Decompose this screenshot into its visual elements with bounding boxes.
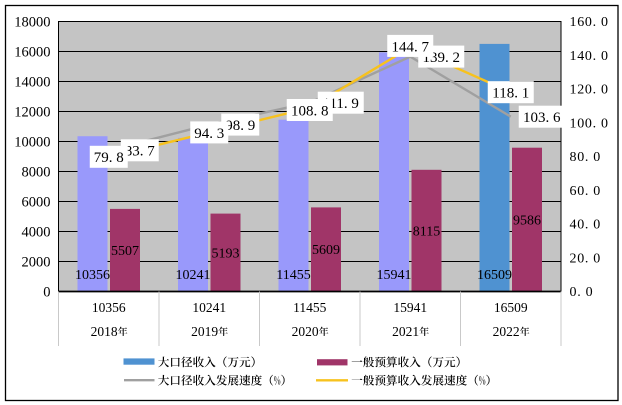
svg-text:15941: 15941	[377, 268, 412, 283]
svg-text:10241: 10241	[192, 300, 226, 315]
svg-text:10356: 10356	[75, 268, 110, 283]
svg-text:5609: 5609	[312, 243, 340, 258]
svg-text:16000: 16000	[14, 44, 50, 60]
svg-text:2020: 2020	[292, 324, 319, 339]
svg-text:2021: 2021	[392, 324, 419, 339]
svg-text:16509: 16509	[494, 300, 528, 315]
svg-text:11455: 11455	[293, 300, 326, 315]
svg-text:5193: 5193	[212, 246, 240, 261]
svg-text:10356: 10356	[92, 300, 126, 315]
svg-text:40. 0: 40. 0	[570, 218, 602, 233]
svg-text:80. 0: 80. 0	[570, 150, 602, 165]
svg-text:140. 0: 140. 0	[570, 49, 609, 64]
svg-text:120. 0: 120. 0	[570, 83, 609, 98]
svg-text:10241: 10241	[176, 268, 211, 283]
svg-text:9586: 9586	[513, 213, 541, 228]
svg-text:11455: 11455	[276, 268, 310, 283]
svg-text:15941: 15941	[393, 300, 427, 315]
svg-text:2000: 2000	[22, 254, 51, 270]
svg-text:0. 0: 0. 0	[570, 285, 594, 300]
svg-text:8115: 8115	[413, 224, 440, 239]
svg-text:100. 0: 100. 0	[570, 117, 609, 132]
svg-text:2022: 2022	[493, 324, 520, 339]
svg-text:16509: 16509	[477, 268, 512, 283]
svg-text:18000: 18000	[14, 14, 50, 30]
svg-text:0: 0	[43, 284, 50, 300]
svg-text:20. 0: 20. 0	[570, 251, 602, 266]
svg-text:98. 9: 98. 9	[225, 118, 255, 134]
svg-text:160. 0: 160. 0	[570, 15, 609, 30]
svg-text:83. 7: 83. 7	[125, 144, 156, 160]
svg-text:2019: 2019	[191, 324, 218, 339]
svg-text:118. 1: 118. 1	[492, 86, 529, 102]
svg-text:4000: 4000	[22, 224, 51, 240]
svg-text:5507: 5507	[111, 244, 139, 259]
svg-text:79. 8: 79. 8	[94, 150, 124, 166]
svg-text:94. 3: 94. 3	[194, 126, 224, 142]
svg-text:10000: 10000	[14, 134, 50, 150]
svg-text:60. 0: 60. 0	[570, 184, 602, 199]
svg-text:144. 7: 144. 7	[392, 39, 430, 55]
svg-text:14000: 14000	[14, 74, 50, 90]
svg-text:103. 6: 103. 6	[523, 110, 561, 126]
svg-text:6000: 6000	[22, 194, 51, 210]
svg-text:12000: 12000	[14, 104, 50, 120]
svg-text:8000: 8000	[22, 164, 51, 180]
svg-text:108. 8: 108. 8	[291, 103, 329, 119]
svg-text:2018: 2018	[91, 324, 118, 339]
